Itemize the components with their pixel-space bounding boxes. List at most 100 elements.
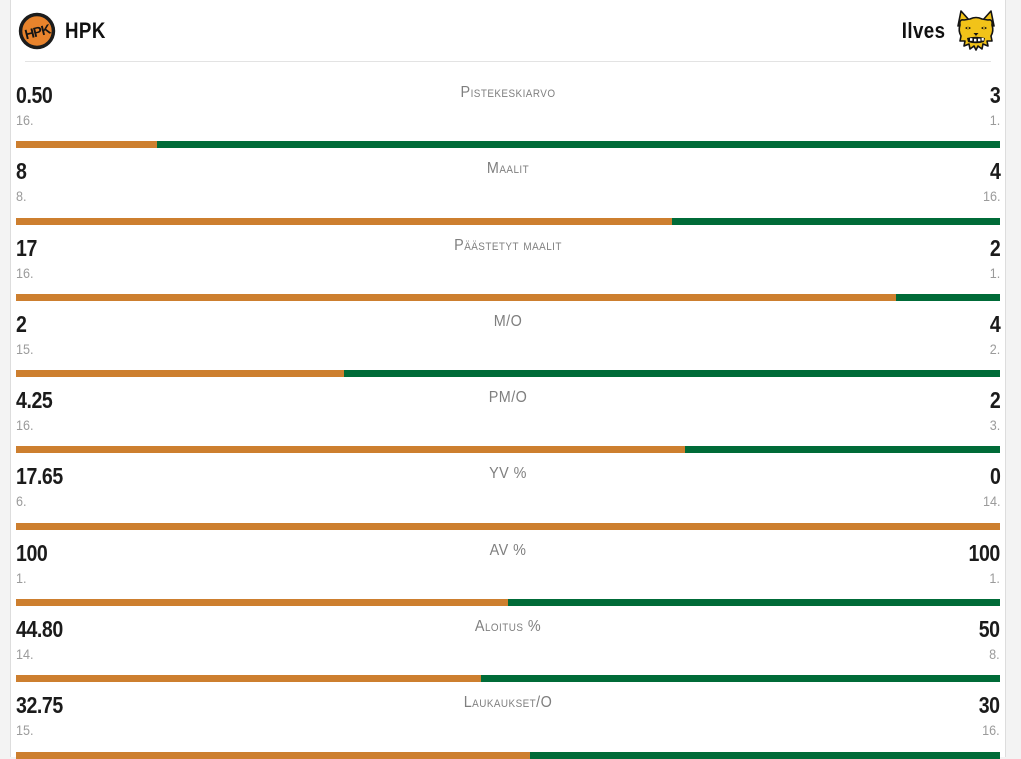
away-value: 0 [989, 463, 1001, 490]
home-stat: 100 1. [16, 539, 53, 586]
home-value: 2 [16, 310, 27, 337]
home-bar-segment [16, 446, 686, 454]
home-stat: 2 15. [16, 310, 35, 357]
away-rank: 14. [982, 493, 1000, 510]
stats-comparison-list: 0.50 16. Pistekeskiarvo 3 1. 8 8. Maalit… [11, 62, 1005, 759]
away-rank: 8. [989, 646, 1000, 663]
comparison-bar [16, 751, 1000, 759]
away-stat: 0 14. [981, 463, 1001, 510]
away-stat: 50 8. [975, 616, 1000, 663]
home-rank: 14. [16, 646, 34, 663]
away-stat: 4 2. [988, 310, 1001, 356]
home-rank: 16. [16, 417, 34, 434]
stat-row: 100 1. AV % 100 1. [16, 530, 1001, 607]
comparison-bar [16, 446, 1000, 454]
away-bar-segment [672, 217, 1000, 225]
away-stat: 3 1. [988, 82, 1001, 128]
home-rank: 1. [16, 569, 27, 586]
away-value: 3 [989, 82, 1001, 108]
header-team-home[interactable]: HPK HPK [18, 12, 113, 50]
stat-label: Päästetyt maalit [454, 236, 562, 254]
home-bar-segment [16, 293, 897, 301]
away-team-name: Ilves [901, 17, 945, 43]
home-value: 32.75 [16, 692, 63, 719]
away-bar-segment [481, 675, 1000, 683]
home-team-name: HPK [65, 17, 106, 43]
home-value: 17.65 [16, 463, 63, 490]
home-rank: 8. [16, 188, 27, 205]
away-value: 2 [989, 234, 1001, 261]
comparison-bar [16, 141, 1000, 149]
away-bar-segment [508, 599, 1000, 607]
home-rank: 15. [16, 340, 34, 357]
header-divider [25, 61, 991, 62]
away-value: 4 [989, 158, 1001, 185]
home-stat: 17 16. [16, 234, 41, 280]
away-value: 4 [989, 310, 1001, 337]
comparison-bar [16, 293, 1000, 301]
home-value: 8 [16, 158, 27, 185]
away-value: 30 [979, 692, 1000, 719]
home-stat: 17.65 6. [16, 463, 71, 510]
stat-label: Aloitus % [474, 618, 542, 636]
stat-row: 17 16. Päästetyt maalit 2 1. [16, 225, 1000, 301]
away-bar-segment [529, 751, 1000, 759]
home-stat: 4.25 16. [16, 387, 59, 434]
away-rank: 3. [989, 417, 1000, 434]
away-stat: 30 16. [975, 692, 1000, 739]
home-bar-segment [16, 370, 344, 378]
away-value: 100 [968, 539, 1001, 566]
away-stat: 100 1. [963, 539, 1001, 586]
away-stat: 2 3. [988, 387, 1001, 434]
away-rank: 16. [982, 722, 1000, 739]
away-rank: 1. [989, 264, 1000, 281]
stat-row: 44.80 14. Aloitus % 50 8. [16, 606, 1000, 683]
stat-row: 8 8. Maalit 4 16. [16, 148, 1001, 225]
home-stat: 44.80 14. [16, 616, 71, 663]
stat-row: 32.75 15. Laukaukset/O 30 16. [16, 682, 1000, 759]
away-value: 50 [979, 616, 1000, 643]
home-value: 17 [16, 234, 37, 261]
stat-label: Laukaukset/O [463, 694, 553, 712]
away-stat: 2 1. [988, 234, 1001, 281]
comparison-bar [16, 675, 1000, 683]
home-value: 44.80 [16, 616, 63, 643]
comparison-bar [16, 217, 1000, 225]
stat-label: Maalit [486, 160, 530, 178]
away-bar-segment [685, 446, 1000, 454]
home-bar-segment [16, 217, 672, 225]
stat-row: 17.65 6. YV % 0 14. [16, 453, 1001, 530]
away-rank: 16. [982, 188, 1000, 205]
home-bar-segment [16, 675, 481, 683]
away-bar-segment [344, 370, 1000, 378]
away-stat: 4 16. [981, 158, 1001, 205]
comparison-bar [16, 522, 1000, 530]
home-bar-segment [16, 751, 530, 759]
away-rank: 1. [989, 569, 1000, 586]
home-rank: 6. [16, 493, 27, 510]
stat-label: M/O [493, 312, 523, 330]
stat-row: 4.25 16. PM/O 2 3. [16, 377, 1001, 454]
home-value: 0.50 [16, 82, 53, 108]
home-stat: 8 8. [16, 158, 28, 205]
header-team-away[interactable]: Ilves [894, 9, 998, 52]
stat-label: AV % [489, 541, 527, 559]
stat-label: YV % [489, 465, 527, 483]
away-bar-segment [156, 141, 1000, 149]
home-rank: 16. [16, 112, 34, 128]
away-value: 2 [989, 387, 1001, 414]
away-rank: 1. [989, 112, 1000, 128]
stat-row: 2 15. M/O 4 2. [16, 301, 1001, 378]
stat-label: PM/O [488, 389, 528, 407]
match-comparison-card: HPK HPK Ilves [10, 0, 1006, 759]
teams-header: HPK HPK Ilves [11, 0, 1005, 61]
home-value: 100 [16, 539, 48, 566]
home-value: 4.25 [16, 387, 53, 414]
ilves-logo-icon [957, 9, 995, 51]
home-rank: 15. [16, 722, 34, 739]
home-bar-segment [16, 522, 1000, 530]
home-stat: 0.50 16. [16, 82, 59, 128]
stat-row: 0.50 16. Pistekeskiarvo 3 1. [16, 72, 1001, 149]
comparison-bar [16, 370, 1000, 378]
comparison-bar [16, 599, 1000, 607]
